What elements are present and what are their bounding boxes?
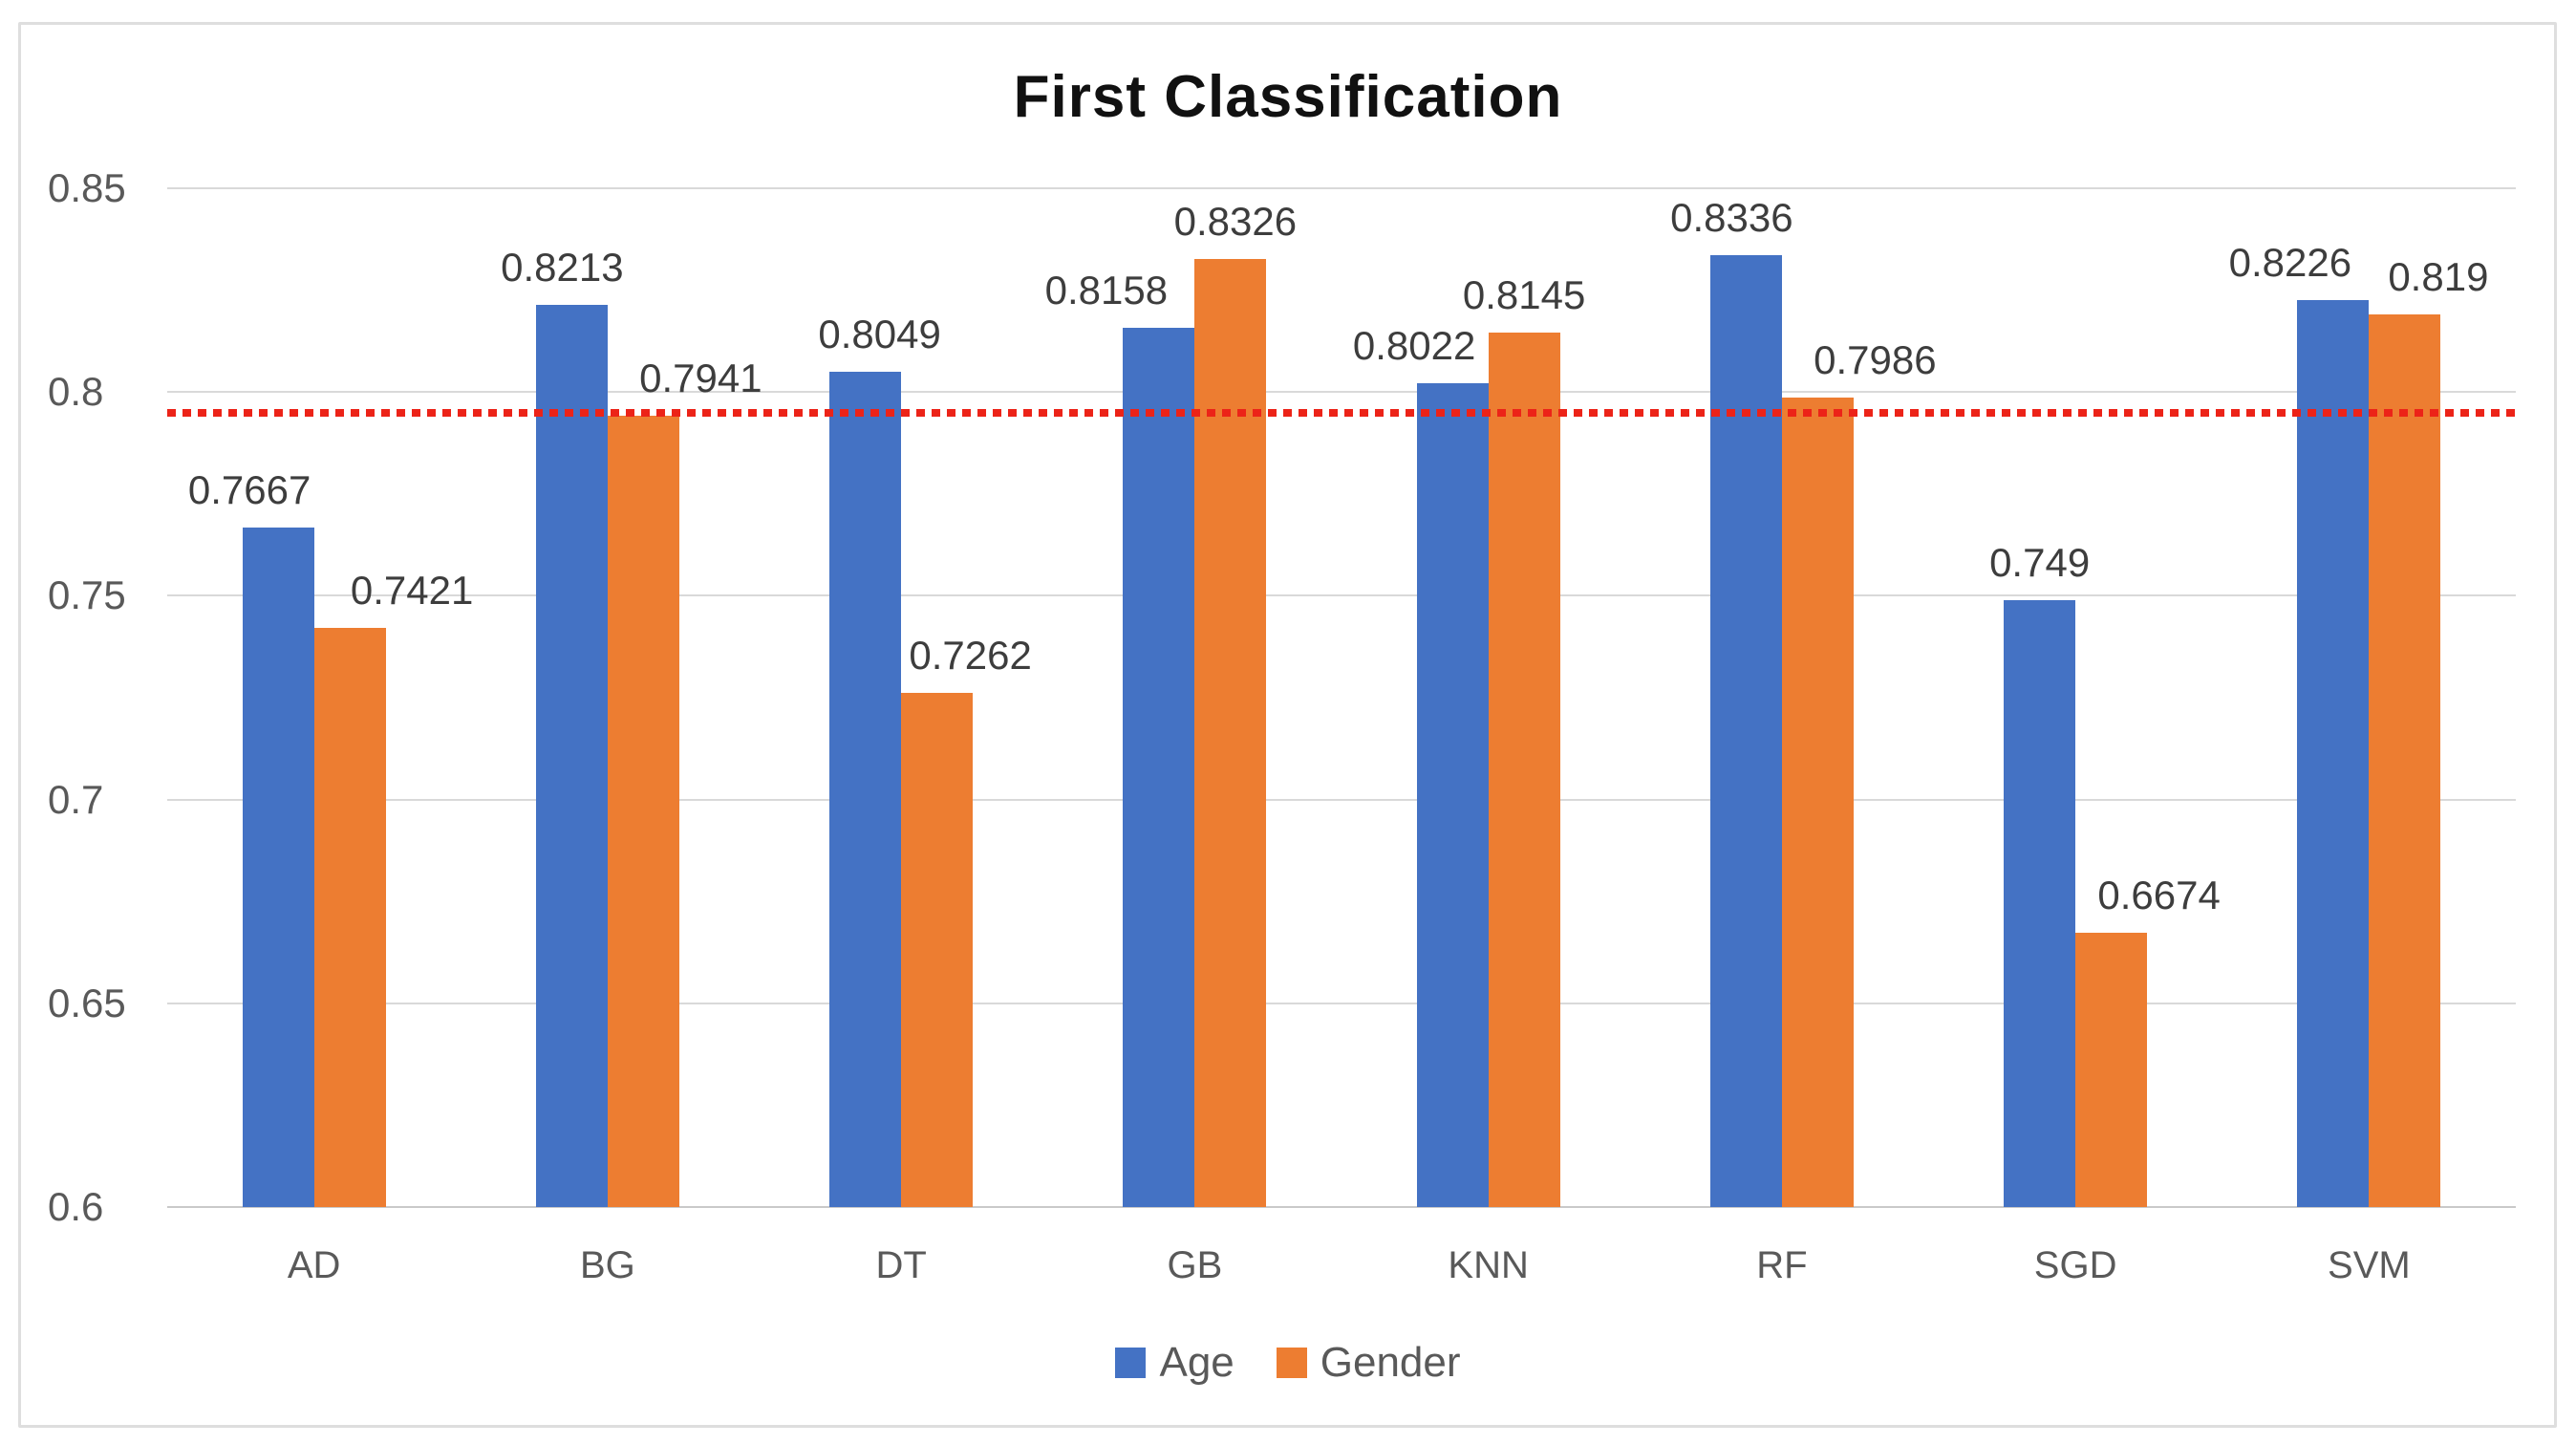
y-axis-tick-label: 0.7: [48, 776, 104, 822]
gridline-0.7: [167, 798, 2516, 801]
x-axis-label-RF: RF: [1756, 1244, 1808, 1286]
chart-title: First Classification: [1013, 64, 1563, 130]
gridline-0.75: [167, 594, 2516, 597]
data-label-age-KNN: 0.8022: [1352, 322, 1476, 368]
legend-label-age: Age: [1159, 1339, 1234, 1386]
y-axis-tick-label: 0.6: [48, 1184, 104, 1229]
data-label-age-RF: 0.8336: [1670, 194, 1793, 240]
bar-age-RF: [1709, 254, 1782, 1207]
data-label-gender-AD: 0.7421: [350, 568, 474, 614]
x-axis-label-SGD: SGD: [2033, 1244, 2117, 1286]
data-label-gender-DT: 0.7262: [909, 632, 1032, 678]
legend-item-gender: Gender: [1276, 1339, 1461, 1386]
data-label-age-DT: 0.8049: [818, 312, 941, 357]
x-axis-label-GB: GB: [1167, 1244, 1223, 1286]
legend-label-gender: Gender: [1320, 1339, 1461, 1386]
legend-swatch-age: [1115, 1348, 1147, 1378]
y-axis-tick-label: 0.85: [48, 165, 126, 210]
bar-gender-RF: [1781, 398, 1854, 1207]
bar-age-GB: [1123, 327, 1195, 1207]
x-axis-label-KNN: KNN: [1448, 1244, 1529, 1286]
bar-gender-SGD: [2075, 932, 2148, 1207]
x-axis-label-DT: DT: [875, 1244, 927, 1286]
bar-gender-KNN: [1488, 333, 1560, 1207]
bar-age-DT: [829, 372, 902, 1207]
bar-age-KNN: [1416, 382, 1489, 1207]
gridline-0.65: [167, 1002, 2516, 1004]
bar-age-BG: [535, 305, 608, 1207]
x-axis-label-BG: BG: [579, 1244, 635, 1286]
x-axis-label-AD: AD: [287, 1244, 341, 1286]
legend-item-age: Age: [1115, 1342, 1234, 1384]
bar-gender-BG: [607, 416, 679, 1207]
bar-age-AD: [242, 528, 314, 1207]
legend: Age Gender: [0, 1342, 2576, 1384]
data-label-gender-RF: 0.7986: [1814, 337, 1937, 383]
data-label-gender-SGD: 0.6674: [2097, 872, 2221, 917]
x-axis-label-SVM: SVM: [2328, 1244, 2411, 1286]
bar-gender-GB: [1194, 259, 1267, 1207]
data-label-gender-BG: 0.7941: [639, 356, 762, 401]
bar-gender-DT: [901, 692, 974, 1207]
bar-age-SVM: [2297, 299, 2370, 1207]
y-axis-tick-label: 0.75: [48, 572, 126, 618]
data-label-gender-SVM: 0.819: [2388, 254, 2489, 300]
data-label-age-SGD: 0.749: [1989, 539, 2091, 585]
legend-swatch-gender: [1276, 1348, 1307, 1378]
gridline-0.8: [167, 391, 2516, 394]
data-label-gender-GB: 0.8326: [1173, 199, 1298, 245]
y-axis-tick-label: 0.65: [48, 980, 126, 1025]
y-axis-tick-label: 0.8: [48, 369, 104, 415]
data-label-age-AD: 0.7667: [187, 467, 311, 513]
data-label-age-GB: 0.8158: [1044, 267, 1169, 313]
bar-gender-SVM: [2369, 314, 2441, 1207]
bar-gender-AD: [313, 628, 386, 1207]
threshold-line: [167, 408, 2516, 417]
data-label-gender-KNN: 0.8145: [1462, 272, 1586, 318]
gridline-0.6: [167, 1206, 2516, 1208]
data-label-age-SVM: 0.8226: [2228, 239, 2352, 285]
gridline-0.85: [167, 187, 2516, 189]
bar-age-SGD: [2004, 599, 2076, 1207]
data-label-age-BG: 0.8213: [501, 245, 624, 291]
